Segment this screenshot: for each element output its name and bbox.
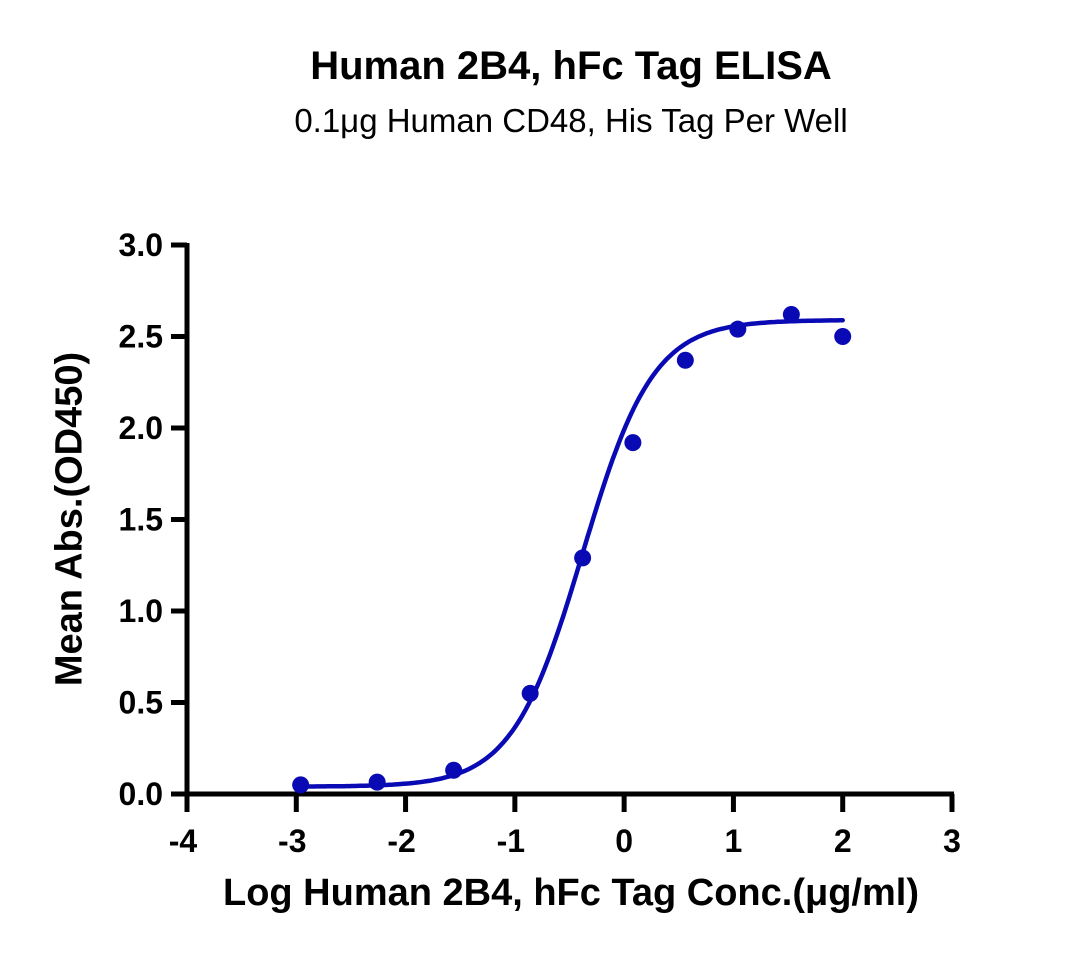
x-tick-label: -4 bbox=[169, 823, 198, 859]
x-tick-label: -2 bbox=[387, 823, 415, 859]
y-tick-label: 3.0 bbox=[119, 227, 163, 263]
y-tick-label: 1.0 bbox=[119, 593, 163, 629]
x-tick-label: -1 bbox=[497, 823, 525, 859]
axes: 0.0 0.5 1.0 1.5 2.0 2.5 3.0 -4 -3 -2 -1 0 1 2 3 bbox=[119, 227, 961, 859]
x-tick-label: 2 bbox=[834, 823, 852, 859]
data-point bbox=[574, 549, 592, 567]
x-tick-label: 1 bbox=[725, 823, 743, 859]
data-point bbox=[729, 320, 747, 338]
data-point bbox=[445, 761, 463, 779]
x-axis-label: Log Human 2B4, hFc Tag Conc.(μg/ml) bbox=[222, 872, 919, 914]
data-point bbox=[782, 306, 800, 324]
y-tick-label: 0.0 bbox=[119, 776, 163, 812]
sigmoid-fit-line bbox=[298, 318, 845, 789]
data-point bbox=[292, 776, 310, 794]
x-tick-label: 0 bbox=[615, 823, 633, 859]
data-point bbox=[834, 328, 852, 345]
x-tick-label: 3 bbox=[943, 823, 961, 859]
data-points bbox=[292, 306, 852, 794]
data-point bbox=[624, 434, 642, 452]
y-tick-label: 0.5 bbox=[119, 685, 163, 721]
chart-subtitle: 0.1μg Human CD48, His Tag Per Well bbox=[294, 102, 848, 139]
y-tick-label: 1.5 bbox=[119, 502, 163, 538]
chart-title: Human 2B4, hFc Tag ELISA bbox=[310, 44, 832, 88]
data-point bbox=[676, 351, 694, 369]
data-point bbox=[521, 684, 539, 702]
x-tick-label: -3 bbox=[278, 823, 306, 859]
data-point bbox=[368, 773, 386, 791]
y-tick-label: 2.5 bbox=[119, 319, 163, 355]
fit-curve bbox=[298, 318, 845, 789]
y-tick-label: 2.0 bbox=[119, 410, 163, 446]
